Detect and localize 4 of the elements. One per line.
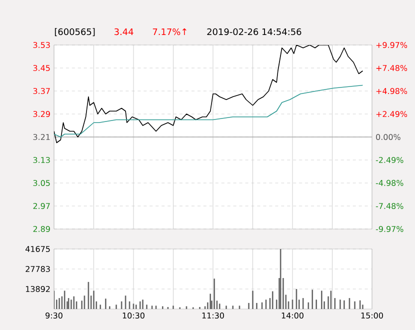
text: 3.44 [114, 28, 134, 36]
text: 7.17%↑ [152, 28, 186, 36]
chart-title: [600565] [54, 28, 95, 36]
text: 2019-02-26 14:54:56 [207, 28, 302, 36]
